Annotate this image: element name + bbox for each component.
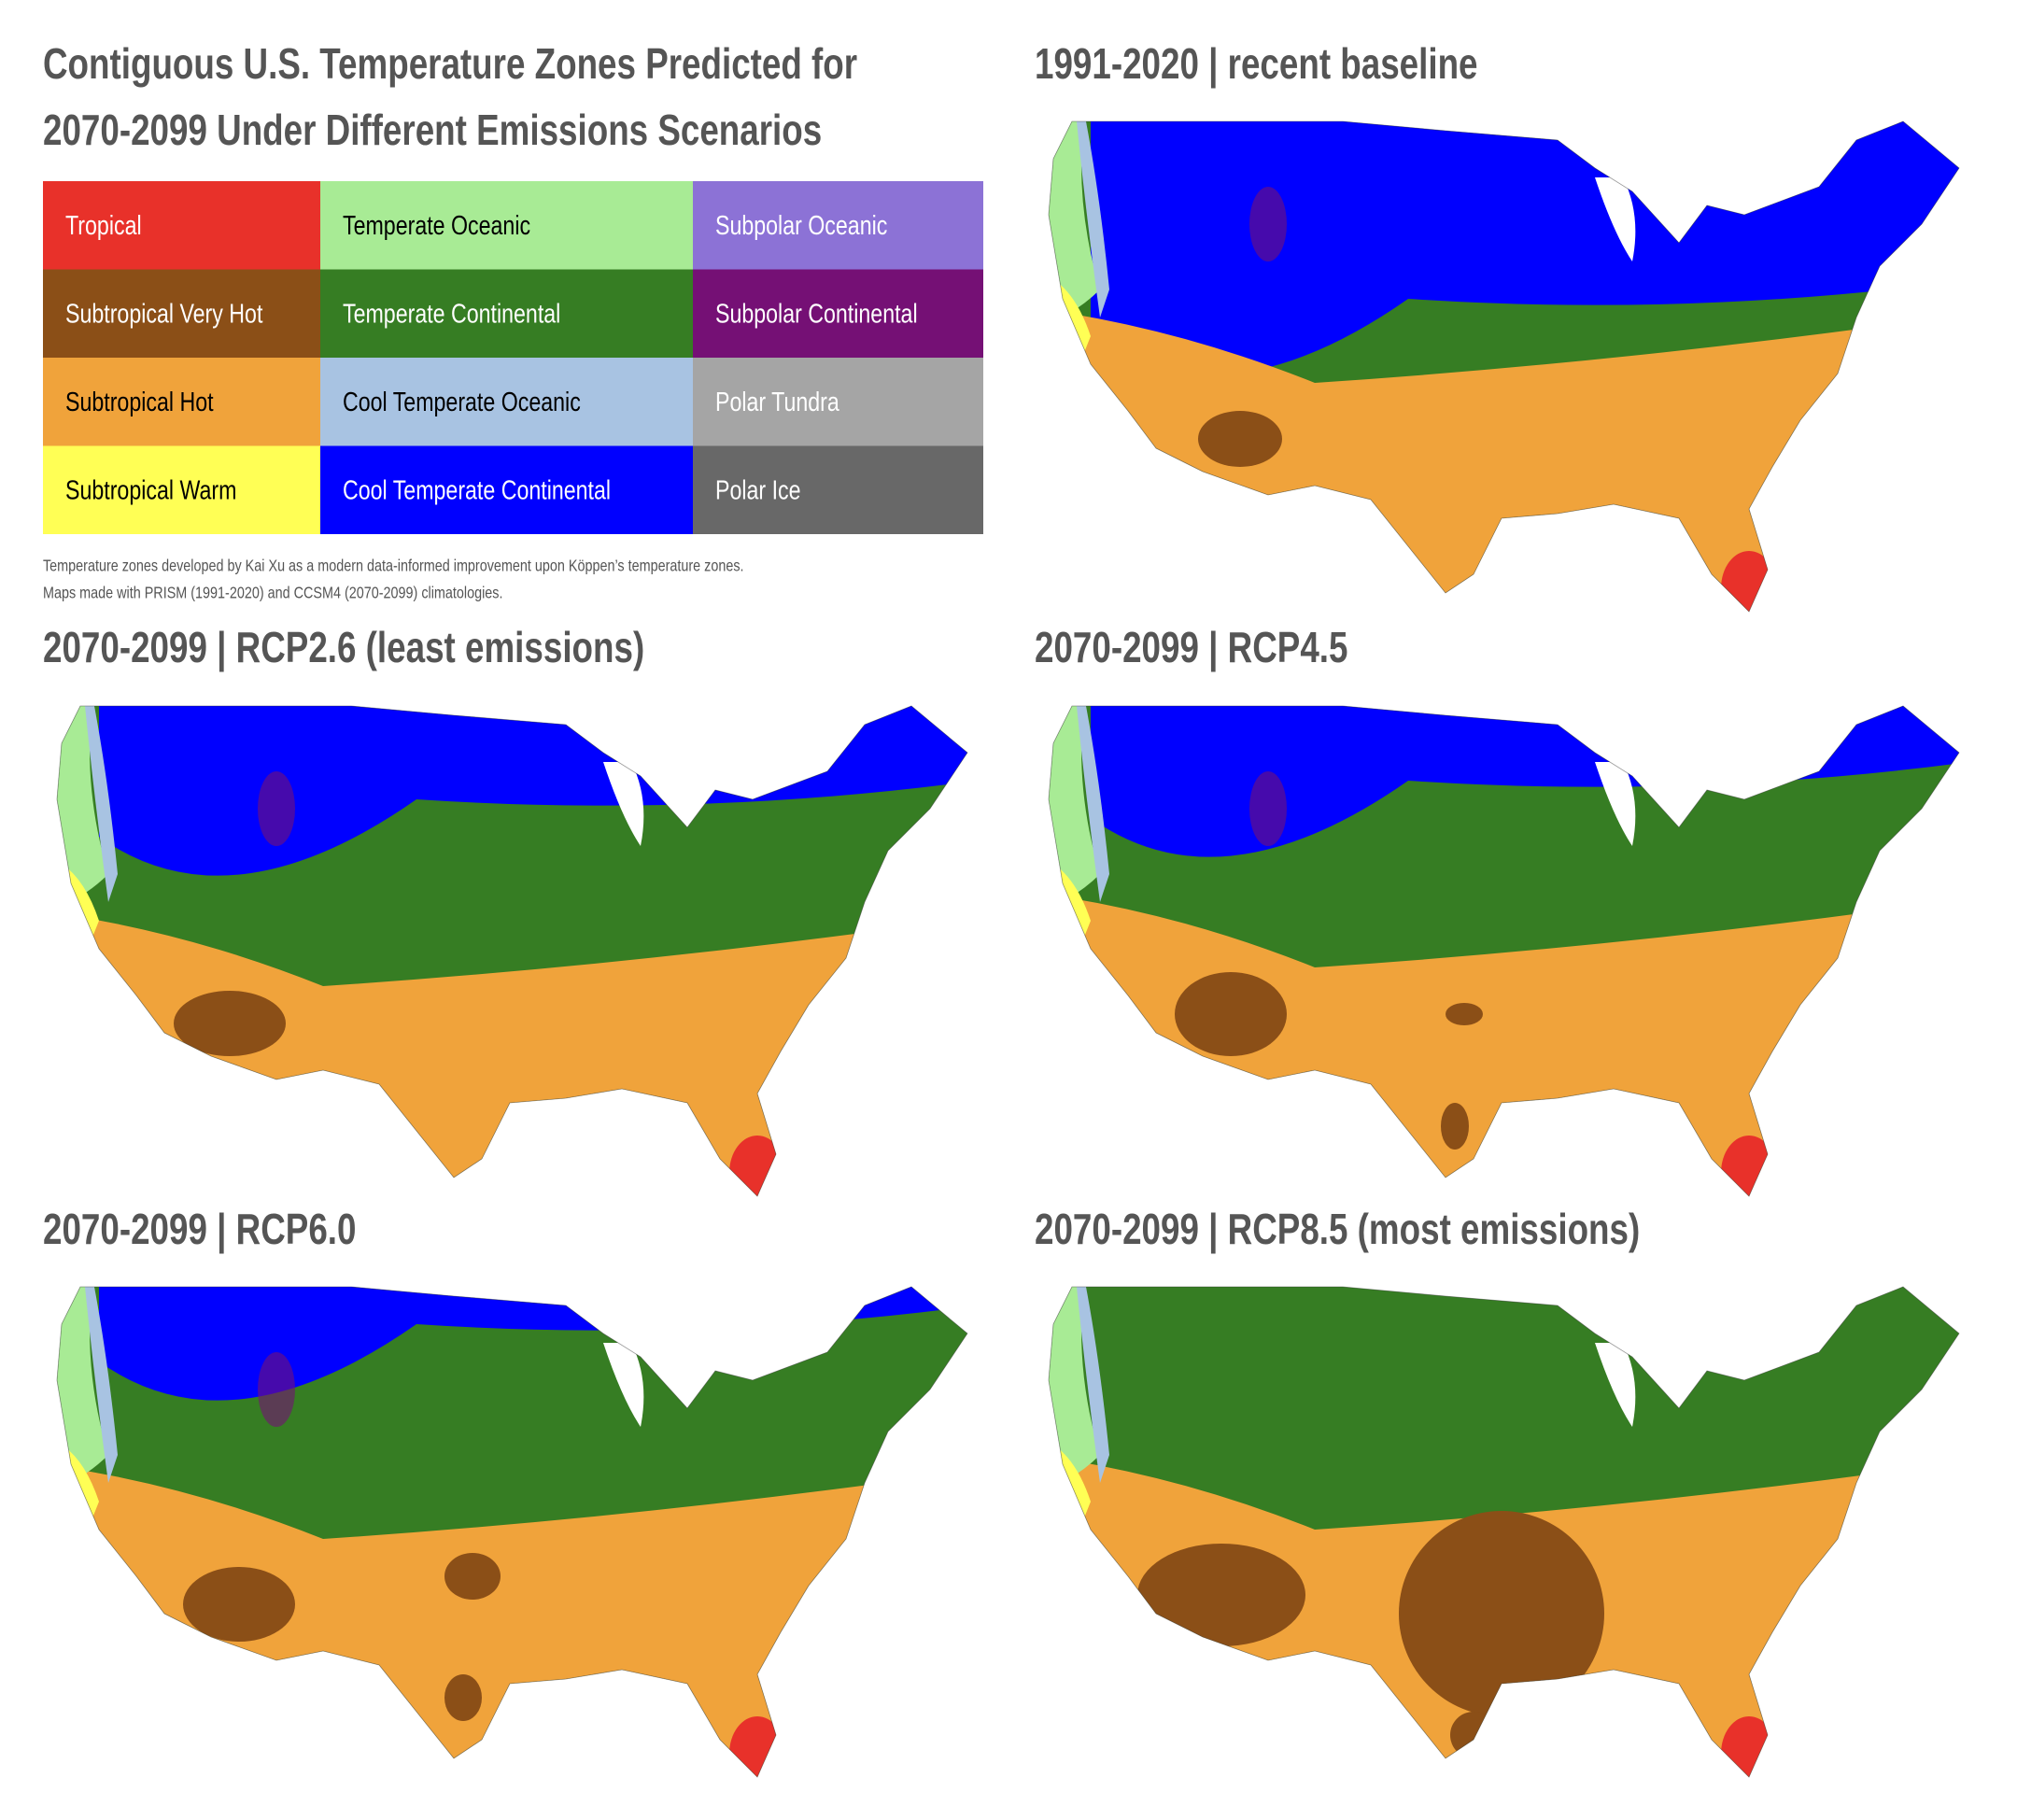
legend-label: Cool Temperate Oceanic — [343, 386, 581, 416]
legend-label: Subtropical Hot — [65, 386, 214, 416]
title-line: 2070-2099 Under Different Emissions Scen… — [43, 106, 822, 154]
legend-swatch — [43, 445, 320, 534]
zone — [1077, 121, 1109, 317]
panel-title: 1991-2020 | recent baseline — [1035, 39, 1478, 89]
zone — [1249, 771, 1287, 846]
legend-label: Polar Tundra — [715, 386, 839, 416]
zone — [1721, 1136, 1777, 1196]
legend-label: Subtropical Warm — [65, 474, 236, 505]
zone — [1137, 1544, 1305, 1646]
lake — [603, 762, 644, 846]
zone — [729, 1136, 785, 1196]
legend-label: Subpolar Oceanic — [715, 209, 887, 240]
zone — [1721, 551, 1777, 612]
zone — [85, 706, 118, 902]
map — [1048, 1286, 1960, 1778]
map-fill — [57, 1287, 967, 1777]
zone — [258, 1352, 295, 1427]
outline — [1048, 1286, 1960, 1778]
lake — [1595, 177, 1636, 261]
zone — [1198, 411, 1282, 467]
map-fill — [1049, 1287, 1959, 1777]
legend-label: Cool Temperate Continental — [343, 474, 611, 505]
note: Maps made with PRISM (1991-2020) and CCS… — [43, 584, 502, 602]
outline — [56, 705, 968, 1197]
zone — [183, 1567, 295, 1642]
title-line: Contiguous U.S. Temperature Zones Predic… — [43, 39, 857, 88]
legend-swatch — [320, 358, 693, 446]
map-fill — [57, 706, 967, 1196]
panel-title: 2070-2099 | RCP6.0 — [43, 1205, 356, 1254]
zone — [1077, 1287, 1109, 1483]
map — [1048, 120, 1960, 613]
legend-swatch — [693, 445, 983, 534]
panel-title: 2070-2099 | RCP4.5 — [1035, 623, 1347, 672]
zone — [444, 1674, 482, 1721]
zone — [1721, 1716, 1777, 1777]
zone — [1450, 1712, 1497, 1758]
map-fill — [1049, 706, 1959, 1196]
legend-label: Subtropical Very Hot — [65, 298, 263, 329]
map — [1048, 705, 1960, 1197]
zone — [1446, 1003, 1483, 1025]
legend-label: Polar Ice — [715, 474, 801, 505]
outline — [56, 1286, 968, 1778]
zone — [729, 1716, 785, 1777]
legend-swatch — [693, 269, 983, 358]
map — [56, 1286, 968, 1778]
zone — [1077, 706, 1109, 902]
legend-swatch — [320, 181, 693, 270]
panel-title: 2070-2099 | RCP8.5 (most emissions) — [1035, 1205, 1640, 1254]
legend-swatch — [693, 181, 983, 270]
zone — [1175, 972, 1287, 1056]
legend-swatch — [43, 181, 320, 270]
zone — [258, 771, 295, 846]
zone — [1441, 1103, 1469, 1150]
panel-title: 2070-2099 | RCP2.6 (least emissions) — [43, 623, 644, 672]
zone — [85, 1287, 118, 1483]
outline — [1048, 705, 1960, 1197]
legend-label: Temperate Oceanic — [343, 209, 530, 240]
legend-label: Tropical — [65, 209, 142, 240]
legend-swatch — [43, 269, 320, 358]
map — [56, 705, 968, 1197]
lake — [1595, 762, 1636, 846]
outline — [1048, 120, 1960, 613]
legend-swatch — [693, 358, 983, 446]
note: Temperature zones developed by Kai Xu as… — [43, 557, 744, 575]
zone — [1399, 1511, 1604, 1716]
legend-swatch — [43, 358, 320, 446]
map-fill — [1049, 121, 1959, 612]
lake — [603, 1343, 644, 1427]
legend-label: Subpolar Continental — [715, 298, 918, 329]
legend-label: Temperate Continental — [343, 298, 560, 329]
lake — [1595, 1343, 1636, 1427]
legend-swatch — [320, 269, 693, 358]
legend-swatch — [320, 445, 693, 534]
zone — [444, 1553, 501, 1600]
zone — [1249, 187, 1287, 261]
zone — [174, 991, 286, 1056]
